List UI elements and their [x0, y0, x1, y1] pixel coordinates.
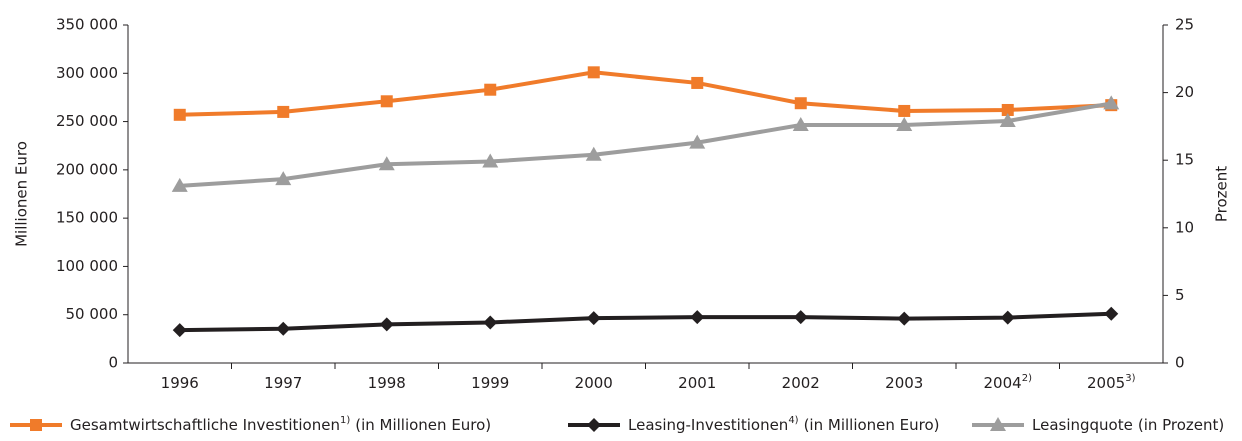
marker: [585, 146, 602, 161]
legend-name: Leasing-Investitionen: [628, 416, 788, 434]
marker: [587, 418, 601, 432]
marker: [898, 104, 911, 117]
legend-unit: (in Millionen Euro): [804, 416, 940, 434]
marker: [276, 321, 291, 336]
marker: [1001, 103, 1014, 116]
legend-label: Gesamtwirtschaftliche Investitionen1) (in…: [70, 415, 491, 434]
legend-label: Leasing-Investitionen4) (in Millionen Eur…: [628, 415, 940, 434]
marker: [30, 419, 42, 431]
marker: [999, 112, 1016, 127]
marker: [378, 156, 395, 171]
category: 2000: [575, 374, 613, 392]
legend-unit: (in Prozent): [1138, 416, 1224, 434]
category: 1996: [161, 374, 199, 392]
marker: [586, 311, 601, 326]
category-note: 2): [1022, 373, 1032, 384]
y2-tick-label: 20: [1175, 83, 1194, 101]
y2-tick-label: 25: [1175, 16, 1194, 34]
y-tick-label: 300 000: [56, 64, 118, 82]
x-tick-label: 1997: [264, 374, 302, 392]
legend-note: 4): [788, 415, 798, 426]
category: 2002: [782, 374, 820, 392]
category: 1998: [368, 374, 406, 392]
marker: [1000, 310, 1015, 325]
x-tick-label: 20042): [984, 373, 1033, 392]
y-tick-label: 350 000: [56, 16, 118, 34]
marker: [587, 66, 600, 79]
marker: [483, 315, 498, 330]
legend-note: 1): [340, 415, 350, 426]
marker: [689, 134, 706, 149]
x-tick-label: 1998: [368, 374, 406, 392]
y2-tick-label: 5: [1175, 286, 1185, 304]
y2-axis-label: Prozent: [1213, 166, 1231, 222]
category: 2005: [1087, 374, 1125, 392]
marker: [990, 417, 1006, 431]
marker: [1104, 306, 1119, 321]
marker: [1103, 95, 1120, 110]
marker: [793, 310, 808, 325]
y-tick-label: 150 000: [56, 209, 118, 227]
x-tick-label: 20053): [1087, 373, 1136, 392]
y2-tick-label: 10: [1175, 218, 1194, 236]
marker: [173, 108, 186, 121]
marker: [275, 171, 292, 186]
category: 2001: [678, 374, 716, 392]
category: 2004: [984, 374, 1022, 392]
marker: [379, 317, 394, 332]
category: 1997: [264, 374, 302, 392]
x-tick-label: 2000: [575, 374, 613, 392]
category: 2003: [885, 374, 923, 392]
legend-name: Gesamtwirtschaftliche Investitionen: [70, 416, 340, 434]
category-note: 3): [1125, 373, 1135, 384]
marker: [896, 117, 913, 132]
y-tick-label: 100 000: [56, 257, 118, 275]
y-tick-label: 50 000: [66, 305, 119, 323]
marker: [897, 311, 912, 326]
x-tick-label: 2003: [885, 374, 923, 392]
y-tick-label: 200 000: [56, 160, 118, 178]
marker: [380, 95, 393, 108]
marker: [277, 105, 290, 118]
series-line: [179, 101, 1112, 188]
y2-tick-label: 15: [1175, 151, 1194, 169]
legend-unit: (in Millionen Euro): [355, 416, 491, 434]
x-tick-label: 2002: [782, 374, 820, 392]
category: 1999: [471, 374, 509, 392]
x-tick-label: 2001: [678, 374, 716, 392]
y-tick-label: 0: [108, 354, 118, 372]
marker: [482, 153, 499, 168]
marker: [691, 76, 704, 89]
y2-tick-label: 0: [1175, 354, 1185, 372]
marker: [484, 83, 497, 96]
marker: [690, 310, 705, 325]
y-axis-label: Millionen Euro: [13, 141, 31, 247]
x-tick-label: 1996: [161, 374, 199, 392]
legend-name: Leasingquote: [1032, 416, 1133, 434]
y-tick-label: 250 000: [56, 112, 118, 130]
x-tick-label: 1999: [471, 374, 509, 392]
series-line: [179, 70, 1112, 117]
series-line: [179, 311, 1112, 333]
legend-label: Leasingquote (in Prozent): [1032, 416, 1224, 434]
marker: [792, 117, 809, 132]
marker: [172, 323, 187, 338]
marker: [171, 177, 188, 192]
marker: [794, 97, 807, 110]
